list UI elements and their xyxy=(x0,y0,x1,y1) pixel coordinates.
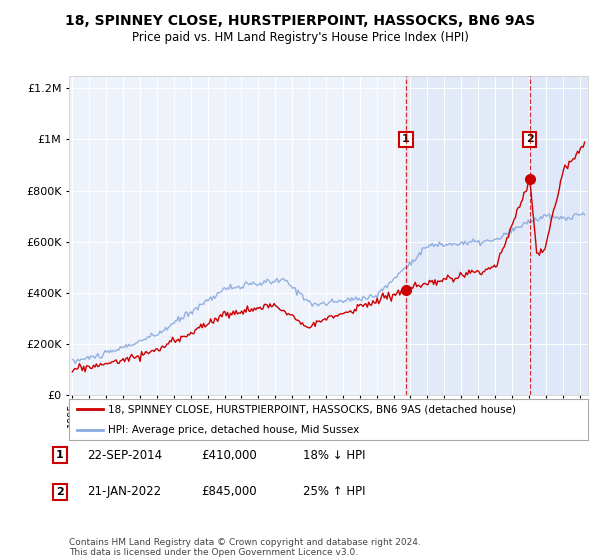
Text: 18, SPINNEY CLOSE, HURSTPIERPOINT, HASSOCKS, BN6 9AS (detached house): 18, SPINNEY CLOSE, HURSTPIERPOINT, HASSO… xyxy=(108,404,516,414)
Text: 25% ↑ HPI: 25% ↑ HPI xyxy=(303,485,365,498)
Text: 2: 2 xyxy=(526,134,534,144)
Text: Contains HM Land Registry data © Crown copyright and database right 2024.
This d: Contains HM Land Registry data © Crown c… xyxy=(69,538,421,557)
Bar xyxy=(406,76,588,395)
Text: 2: 2 xyxy=(56,487,64,497)
Text: 1: 1 xyxy=(402,134,410,144)
Text: HPI: Average price, detached house, Mid Sussex: HPI: Average price, detached house, Mid … xyxy=(108,424,359,435)
Text: £410,000: £410,000 xyxy=(201,449,257,462)
Text: 18, SPINNEY CLOSE, HURSTPIERPOINT, HASSOCKS, BN6 9AS: 18, SPINNEY CLOSE, HURSTPIERPOINT, HASSO… xyxy=(65,14,535,28)
Text: £845,000: £845,000 xyxy=(201,485,257,498)
Text: 22-SEP-2014: 22-SEP-2014 xyxy=(87,449,162,462)
Text: 1: 1 xyxy=(56,450,64,460)
Text: Price paid vs. HM Land Registry's House Price Index (HPI): Price paid vs. HM Land Registry's House … xyxy=(131,31,469,44)
Bar xyxy=(530,76,588,395)
Text: 21-JAN-2022: 21-JAN-2022 xyxy=(87,485,161,498)
Text: 18% ↓ HPI: 18% ↓ HPI xyxy=(303,449,365,462)
